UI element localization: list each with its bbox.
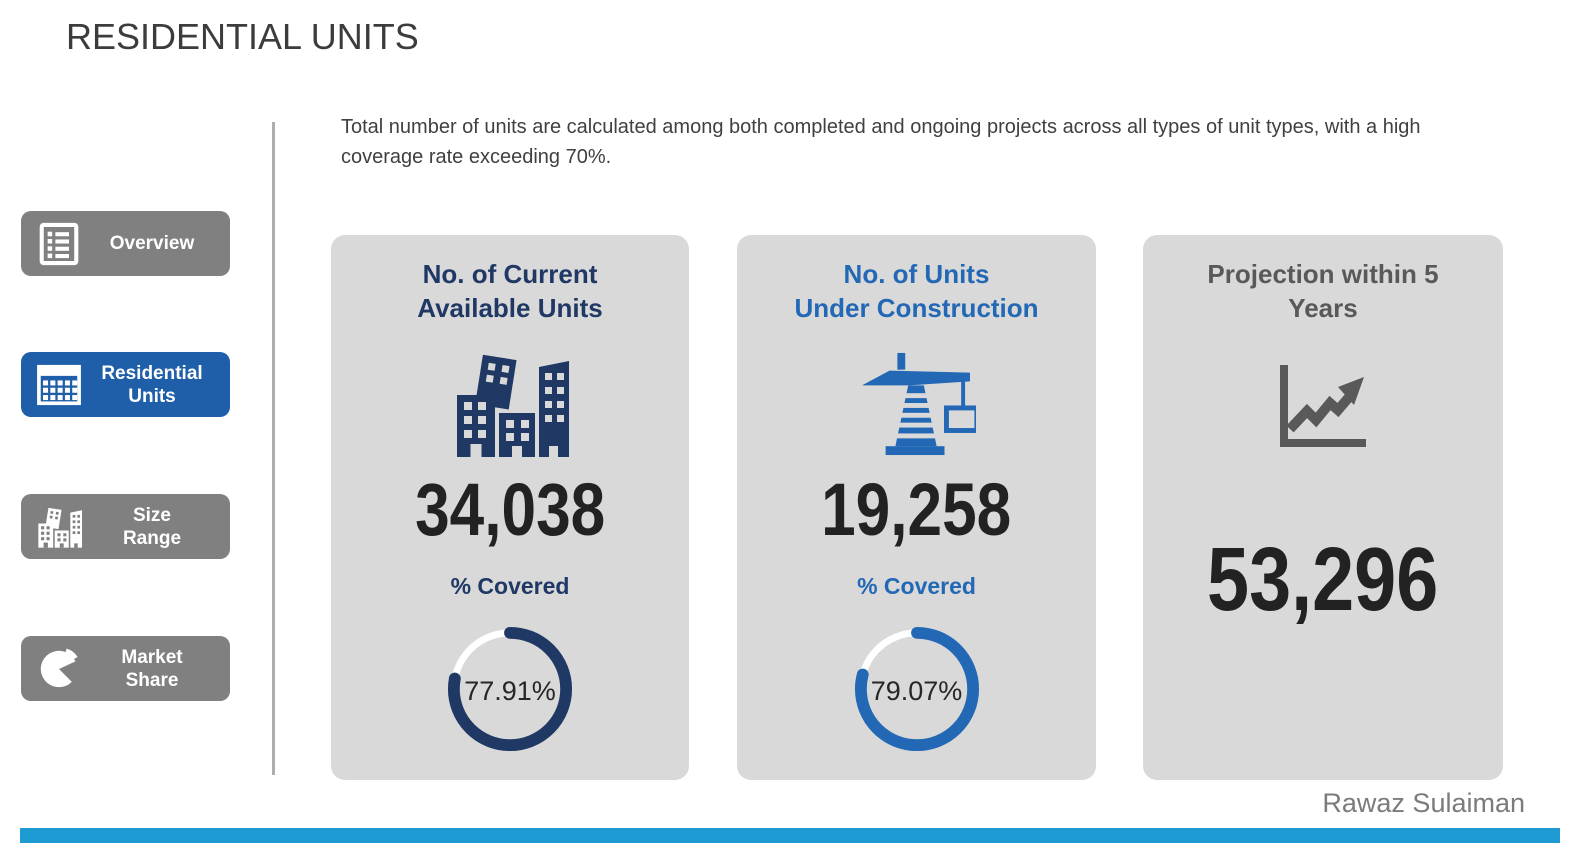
- sidebar-item-market-share[interactable]: Market Share: [21, 636, 230, 701]
- kpi-value: 19,258: [821, 468, 1012, 551]
- bottom-accent-bar: [20, 828, 1560, 843]
- covered-label: % Covered: [857, 573, 976, 599]
- buildings-icon: [451, 351, 569, 457]
- list-document-icon: [34, 222, 84, 266]
- covered-donut: 77.91%: [445, 624, 575, 754]
- sidebar-item-overview[interactable]: Overview: [21, 211, 230, 276]
- line-chart-icon: [1276, 363, 1370, 453]
- vertical-divider: [272, 122, 275, 775]
- sidebar-item-residential-units[interactable]: Residential Units: [21, 352, 230, 417]
- kpi-card-available-units: No. of Current Available Units: [331, 235, 689, 780]
- sidebar-item-size-range[interactable]: Size Range: [21, 494, 230, 559]
- tower-crane-icon: [858, 351, 976, 457]
- covered-label: % Covered: [450, 573, 570, 599]
- card-title: No. of Current Available Units: [417, 259, 603, 323]
- kpi-card-projection: Projection within 5 Years 53,296: [1143, 235, 1503, 780]
- kpi-value: 53,296: [1207, 530, 1439, 630]
- card-title: No. of Units Under Construction: [794, 259, 1039, 323]
- calendar-grid-icon: [34, 364, 84, 406]
- card-title: Projection within 5 Years: [1207, 259, 1439, 323]
- donut-percentage: 79.07%: [870, 676, 963, 706]
- sidebar-item-label: Overview: [109, 233, 195, 254]
- buildings-icon: [34, 506, 84, 548]
- covered-donut: 79.07%: [852, 624, 982, 754]
- sidebar-item-label: Market Share: [121, 646, 183, 691]
- page-title: RESIDENTIAL UNITS: [66, 16, 419, 57]
- pie-chart-icon: [34, 647, 84, 691]
- sidebar-item-label: Residential Units: [101, 362, 203, 407]
- sidebar-item-label: Size Range: [122, 504, 182, 549]
- donut-percentage: 77.91%: [464, 676, 556, 706]
- kpi-value: 34,038: [414, 468, 606, 551]
- kpi-card-under-construction: No. of Units Under Construction 19,258 %…: [737, 235, 1096, 780]
- summary-text: Total number of units are calculated amo…: [341, 116, 1421, 168]
- author-signature: Rawaz Sulaiman: [1322, 788, 1525, 818]
